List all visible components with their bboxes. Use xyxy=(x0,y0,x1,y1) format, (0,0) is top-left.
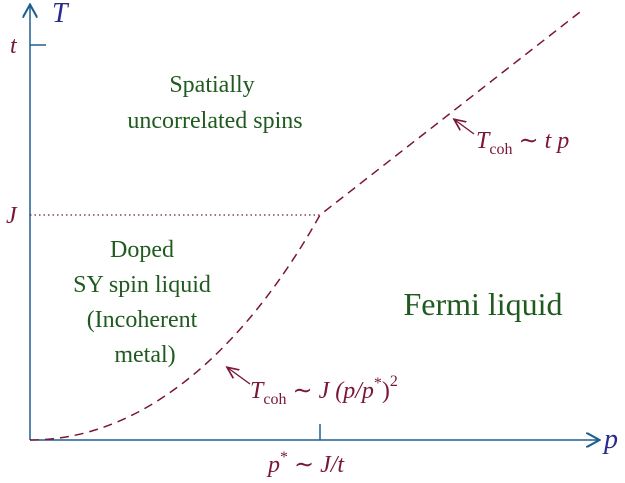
region-fermi: Fermi liquid xyxy=(403,286,562,322)
ann-sub: coh xyxy=(489,141,512,158)
annotation-arrow xyxy=(228,368,251,385)
region-spins: Spatially uncorrelated spins xyxy=(127,72,302,134)
ann-rest: ∼ J (p/p xyxy=(286,378,373,404)
pstar-tick-label: p* ∼ J/t xyxy=(266,449,345,478)
ann-sub: coh xyxy=(263,391,286,408)
pstar-sup: * xyxy=(280,449,288,466)
j-tick-label: J xyxy=(6,203,18,229)
region-sy: Doped SY spin liquid (Incoherent metal) xyxy=(73,237,217,368)
region-line: metal) xyxy=(114,342,175,368)
region-line: Spatially xyxy=(169,72,254,98)
ann-main: T xyxy=(476,128,491,154)
region-line: (Incoherent xyxy=(87,307,198,333)
ann-sup: * xyxy=(374,375,382,392)
region-line: Doped xyxy=(110,237,174,263)
ann-end: ) xyxy=(382,378,390,404)
annotation-low: Tcoh ∼ J (p/p*)2 xyxy=(250,373,398,408)
ann-sup2: 2 xyxy=(390,373,398,390)
t-tick-label: t xyxy=(10,33,18,59)
x-axis-label: p xyxy=(602,424,618,455)
y-axis-label: T xyxy=(52,0,70,29)
pstar-rest: ∼ J/t xyxy=(288,452,345,478)
coherence-curve xyxy=(29,11,581,441)
pstar-main: p xyxy=(266,452,280,478)
ann-rest: ∼ t p xyxy=(512,128,569,154)
annotation-high: Tcoh ∼ t p xyxy=(476,128,569,158)
region-line: SY spin liquid xyxy=(73,272,211,298)
region-line: uncorrelated spins xyxy=(127,108,302,134)
annotation-arrow xyxy=(455,120,475,135)
ann-main: T xyxy=(250,378,265,404)
